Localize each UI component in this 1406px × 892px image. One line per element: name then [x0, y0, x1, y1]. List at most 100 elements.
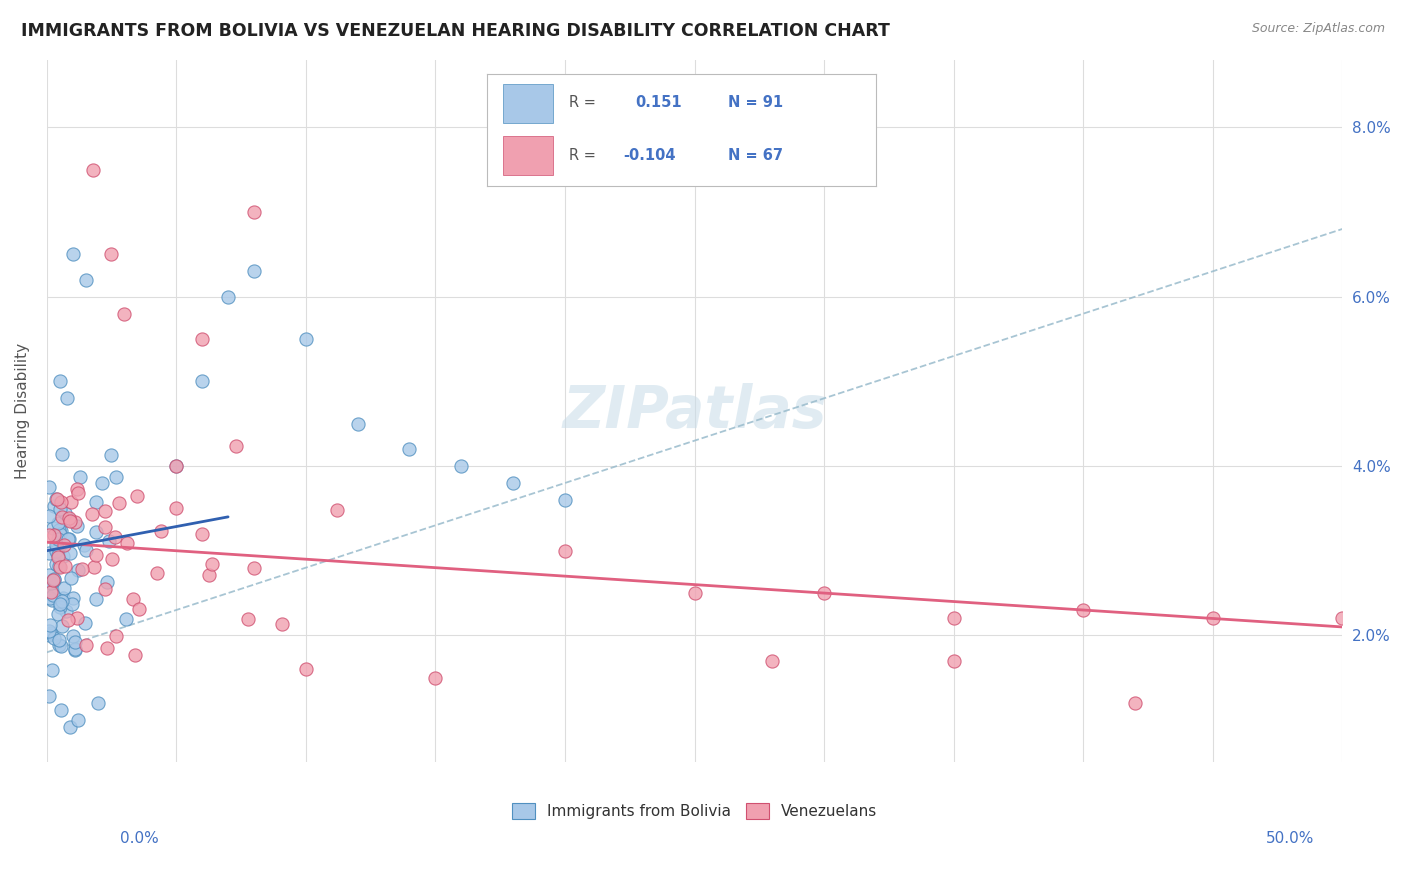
Point [942, 611, 965, 625]
Point [58, 511, 80, 525]
Point [149, 524, 172, 538]
Point [761, 654, 783, 668]
Point [67, 563, 90, 577]
Point [69, 470, 91, 484]
Point [66, 486, 89, 500]
Point [38, 567, 60, 582]
Point [73, 616, 96, 631]
Point [84, 549, 107, 563]
Point [270, 617, 292, 632]
Text: ZIPatlas: ZIPatlas [562, 383, 827, 440]
Point [100, 247, 122, 261]
Point [60, 495, 83, 509]
Point [108, 496, 131, 510]
Point [63, 515, 86, 529]
Point [1331, 611, 1354, 625]
Point [48, 632, 70, 647]
Point [48, 375, 70, 389]
Point [49, 702, 72, 716]
Point [165, 458, 187, 473]
Point [44, 574, 66, 588]
Point [60, 571, 83, 585]
Point [51, 510, 73, 524]
Point [86, 494, 108, 508]
Point [38, 617, 60, 632]
Point [48, 527, 70, 541]
Point [73, 538, 96, 552]
Point [41, 663, 63, 677]
Point [94, 582, 117, 596]
Point [117, 536, 139, 550]
Point [105, 470, 128, 484]
Point [101, 552, 124, 566]
Point [80, 507, 103, 521]
Point [66, 519, 89, 533]
Point [42, 520, 65, 534]
Point [49, 524, 72, 538]
Point [45, 538, 67, 552]
Point [502, 475, 524, 490]
Point [59, 514, 82, 528]
Point [38, 627, 60, 641]
Point [66, 611, 89, 625]
Point [52, 538, 75, 552]
Point [49, 639, 72, 653]
Point [49, 600, 72, 615]
Text: IMMIGRANTS FROM BOLIVIA VS VENEZUELAN HEARING DISABILITY CORRELATION CHART: IMMIGRANTS FROM BOLIVIA VS VENEZUELAN HE… [21, 22, 890, 40]
Point [45, 544, 67, 558]
Point [38, 509, 60, 524]
Point [45, 492, 67, 507]
Point [46, 607, 69, 621]
Point [96, 640, 118, 655]
Point [51, 447, 73, 461]
Point [38, 690, 60, 704]
Point [46, 550, 69, 565]
Point [125, 489, 148, 503]
Point [165, 501, 187, 516]
Point [41, 593, 63, 607]
Point [554, 492, 576, 507]
Point [39, 576, 62, 591]
Point [66, 713, 89, 727]
Point [97, 533, 120, 548]
Point [84, 592, 107, 607]
Point [38, 591, 60, 605]
Point [60, 597, 83, 611]
Point [41, 626, 63, 640]
Point [48, 597, 70, 611]
Point [75, 273, 97, 287]
Point [39, 584, 62, 599]
Point [52, 591, 75, 605]
Point [94, 504, 117, 518]
Point [62, 591, 84, 606]
Point [128, 601, 150, 615]
Point [46, 516, 69, 530]
Point [51, 594, 73, 608]
Point [46, 492, 69, 507]
Point [46, 548, 69, 562]
Text: 50.0%: 50.0% [1267, 831, 1315, 846]
Point [38, 546, 60, 560]
Point [191, 526, 214, 541]
Point [450, 458, 472, 473]
Point [65, 482, 87, 496]
Point [56, 532, 79, 546]
Point [191, 375, 214, 389]
Point [295, 662, 318, 676]
Point [62, 247, 84, 261]
Point [104, 530, 127, 544]
Point [112, 307, 135, 321]
Point [225, 439, 247, 453]
Point [124, 648, 146, 662]
Point [42, 499, 65, 513]
Point [56, 392, 79, 406]
Point [146, 566, 169, 581]
Point [554, 543, 576, 558]
Point [243, 205, 266, 219]
Point [201, 557, 224, 571]
Point [44, 573, 66, 587]
Point [49, 495, 72, 509]
Point [38, 528, 60, 542]
Point [86, 524, 108, 539]
Point [346, 417, 368, 431]
